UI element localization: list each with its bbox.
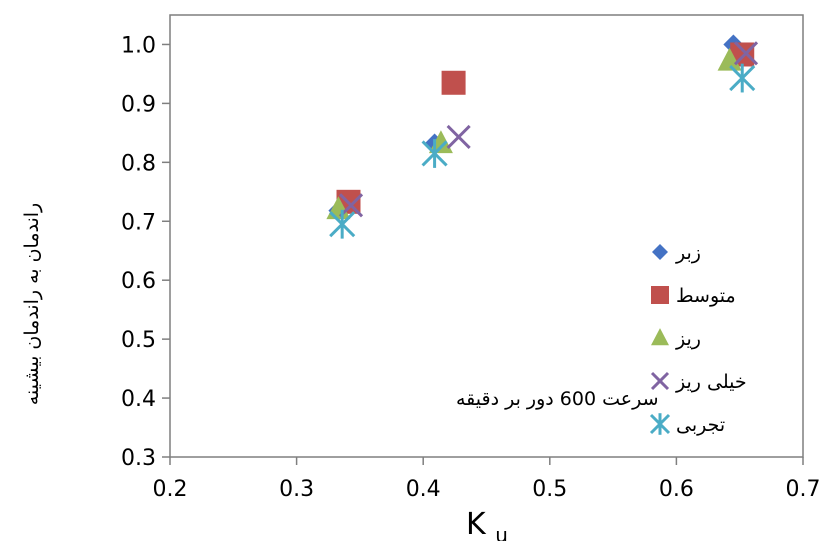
legend-label: متوسط — [676, 285, 736, 307]
x-tick-label: 0.5 — [532, 477, 567, 502]
data-point — [733, 41, 759, 66]
x-tick-label: 0.6 — [659, 477, 694, 502]
legend-marker — [651, 286, 669, 304]
legend-marker — [649, 413, 671, 435]
legend-label: خیلی ریز — [675, 371, 747, 393]
y-tick-label: 0.3 — [121, 446, 156, 471]
data-point — [329, 209, 356, 239]
data-point — [729, 63, 756, 93]
legend-marker — [650, 371, 670, 391]
y-tick-label: 1.0 — [121, 33, 156, 58]
legend-label: تجربی — [676, 414, 725, 436]
legend-marker — [651, 328, 669, 346]
legend-label: ریز — [675, 328, 701, 350]
y-tick-label: 0.9 — [121, 92, 156, 117]
plot-area — [169, 14, 804, 458]
data-point — [717, 47, 742, 71]
legend-marker — [652, 244, 668, 260]
x-axis-label-main: K — [466, 507, 487, 541]
y-tick-label: 0.4 — [121, 387, 156, 412]
x-axis-label-subscript: u — [495, 523, 508, 541]
data-point — [446, 124, 471, 150]
x-tick-label: 0.4 — [406, 477, 441, 502]
legend-label: زبر — [675, 242, 701, 264]
data-point — [441, 70, 466, 95]
axis-ticks: 0.3 0.4 0.5 0.6 0.7 0.8 0.9 1.0 0.2 0.3 0.4 0.5 0.6 0… — [121, 33, 821, 502]
x-tick-label: 0.7 — [786, 477, 821, 502]
y-tick-label: 0.8 — [121, 151, 156, 176]
legend: زبر متوسط ریز خیلی ریز تجربی — [649, 242, 747, 436]
y-tick-label: 0.7 — [121, 210, 156, 235]
data-point — [421, 139, 448, 168]
y-tick-label: 0.6 — [121, 269, 156, 294]
data-series — [326, 34, 759, 239]
x-tick-label: 0.2 — [153, 477, 188, 502]
annotation-text: سرعت 600 دور بر دقیقه — [456, 388, 658, 410]
data-point — [338, 193, 364, 218]
x-tick-label: 0.3 — [279, 477, 314, 502]
y-axis-label: راندمان به راندمان بیشینه — [21, 203, 43, 406]
y-tick-label: 0.5 — [121, 328, 156, 353]
x-axis-label: K u — [466, 507, 508, 541]
